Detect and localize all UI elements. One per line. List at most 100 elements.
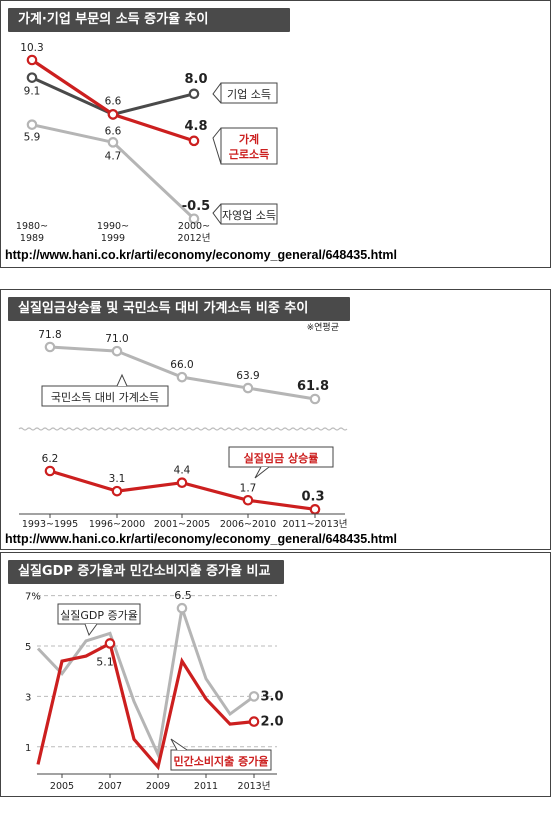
callout-pointer: [254, 466, 270, 479]
callout-box: [57, 603, 141, 625]
data-point: [309, 504, 321, 515]
x-tick-label: 2005: [50, 781, 74, 792]
income-growth-chart: 10.3 9.1 6.6 8.0 4.8 5.9 6.6 4.7 -0.5 1980~1989 19…: [16, 42, 278, 244]
data-label: 71.8: [38, 329, 61, 341]
callout-pointer: [212, 203, 222, 225]
data-point: [111, 345, 123, 357]
x-tick-label: 2009: [146, 781, 170, 792]
data-label: 4.4: [174, 465, 191, 477]
callout-box: [41, 385, 169, 407]
data-point: [309, 393, 321, 405]
y-tick-label: 5: [25, 642, 31, 653]
income-growth-panel: 가계·기업 부문의 소득 증가율 추이 10.3 9.1 6.6 8.0 4.8 5.9 6…: [0, 0, 551, 268]
data-label: 2.0: [260, 715, 283, 730]
x-tick-label: 2011~2013년: [282, 519, 347, 530]
data-point: [188, 213, 200, 225]
series-line: [36, 607, 255, 760]
legend-label-self-employed: 자영업 소득: [222, 209, 276, 222]
legend-label-gdp: 실질GDP 증가율: [60, 609, 138, 622]
data-point: [188, 88, 200, 100]
x-tick-label: 1996~2000: [89, 519, 145, 530]
x-tick-label: 1980~: [16, 221, 48, 232]
data-point: [26, 54, 38, 66]
callout-pointer: [212, 127, 222, 165]
data-label: 3.1: [109, 473, 126, 485]
callout-pointer: [212, 82, 222, 104]
callout-box: [170, 749, 272, 771]
gdp-consumption-chart: 7% 5 3 1 2005 2007 2009 2011 2013년 6.5 3.0 5.1 2.0 실질…: [25, 589, 284, 792]
data-label: 6.6: [105, 125, 122, 137]
callout-pointer: [116, 373, 128, 387]
data-label: 10.3: [20, 42, 43, 54]
x-tick-label: 2012년: [178, 233, 211, 244]
callout-box: [228, 446, 334, 468]
callout-box: [220, 82, 278, 104]
data-point: [176, 371, 188, 383]
x-tick-label: 2011: [194, 781, 218, 792]
wage-share-chart: ※연평균 71.8 71.0 66.0 63.9 61.8 국민소득 대비 가계소득 6.2 3…: [18, 322, 348, 530]
legend-label-household-share: 국민소득 대비 가계소득: [51, 391, 159, 404]
data-point: [242, 494, 254, 506]
data-label: 6.6: [105, 95, 122, 107]
chart-title: 실질GDP 증가율과 민간소비지출 증가율 비교: [8, 560, 284, 584]
data-point: [44, 465, 56, 477]
callout-box: [220, 203, 278, 225]
data-label: 8.0: [184, 72, 207, 87]
x-tick-label: 2006~2010: [220, 519, 276, 530]
data-label: 9.1: [24, 86, 41, 98]
x-tick-label: 2001~2005: [154, 519, 210, 530]
data-point: [26, 72, 38, 83]
data-label: 6.2: [42, 453, 59, 465]
y-tick-label: 7%: [25, 592, 41, 603]
x-tick-label: 1993~1995: [22, 519, 78, 530]
y-tick-label: 3: [25, 692, 31, 703]
callout-pointer: [84, 623, 98, 637]
data-point: [176, 602, 188, 614]
data-label: 4.7: [105, 150, 122, 162]
data-point: [111, 485, 123, 497]
data-point: [248, 716, 260, 727]
x-tick-label: 2007: [98, 781, 122, 792]
data-point: [44, 341, 56, 353]
legend-label-corporate: 기업 소득: [227, 88, 271, 101]
data-label: 63.9: [236, 370, 259, 382]
data-label: 3.0: [260, 689, 283, 704]
data-label: 61.8: [297, 379, 329, 394]
x-tick-label: 1999: [101, 233, 125, 244]
data-point: [242, 382, 254, 394]
data-label: 5.9: [24, 132, 41, 144]
x-tick-label: 1989: [20, 233, 44, 244]
gdp-consumption-panel: 실질GDP 증가율과 민간소비지출 증가율 비교 7% 5 3 1 2005 2007 20…: [0, 552, 551, 797]
data-label: 66.0: [170, 359, 193, 371]
data-point: [248, 691, 260, 702]
data-label: 6.5: [174, 589, 192, 602]
callout-box: [220, 127, 278, 165]
axis-break-line: [18, 427, 348, 431]
chart-title: 가계·기업 부문의 소득 증가율 추이: [8, 8, 290, 32]
chart-title: 실질임금상승률 및 국민소득 대비 가계소득 비중 추이: [8, 297, 350, 321]
legend-label-consumption: 민간소비지출 증가율: [174, 754, 269, 768]
data-label: 1.7: [240, 482, 257, 494]
y-tick-label: 1: [25, 743, 31, 754]
source-url: http://www.hani.co.kr/arti/economy/econo…: [5, 248, 398, 262]
callout-pointer: [170, 738, 188, 751]
data-label: 4.8: [184, 119, 207, 134]
source-url: http://www.hani.co.kr/arti/economy/econo…: [5, 532, 398, 546]
data-point: [26, 119, 38, 130]
data-label: 0.3: [301, 489, 324, 504]
legend-label-household: 근로소득: [229, 148, 269, 161]
data-point: [176, 477, 188, 488]
legend-label-real-wage: 실질임금 상승률: [244, 451, 319, 465]
x-tick-label: 1990~: [97, 221, 129, 232]
wage-share-panel: 실질임금상승률 및 국민소득 대비 가계소득 비중 추이 ※연평균 71.8 71.…: [0, 289, 551, 550]
series-line: [49, 469, 316, 511]
data-label: 71.0: [105, 333, 128, 345]
data-label: 5.1: [96, 655, 114, 668]
data-point: [107, 109, 119, 120]
data-point: [188, 135, 200, 147]
note-label: ※연평균: [307, 322, 339, 333]
data-label: -0.5: [182, 199, 210, 214]
data-point: [107, 137, 119, 148]
x-tick-label: 2000~: [178, 221, 210, 232]
series-line: [36, 641, 255, 771]
